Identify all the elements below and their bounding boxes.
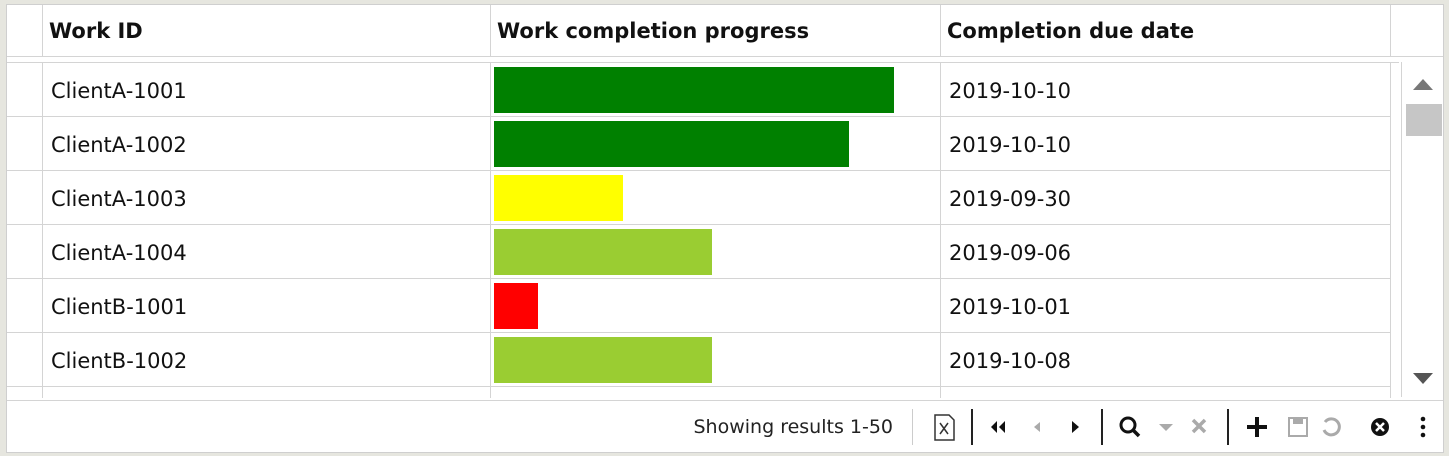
due-date-cell: 2019-10-01 bbox=[941, 279, 1391, 333]
prev-page[interactable] bbox=[1034, 422, 1040, 432]
export-excel[interactable] bbox=[934, 414, 955, 441]
search[interactable] bbox=[1119, 416, 1141, 438]
column-header: Completion due date bbox=[941, 5, 1391, 57]
progress-bar bbox=[494, 121, 850, 167]
due-date-cell: 2019-09-30 bbox=[941, 171, 1391, 225]
first-page[interactable] bbox=[991, 421, 1005, 433]
row-selector bbox=[7, 279, 43, 333]
scroll-up[interactable] bbox=[1413, 79, 1433, 90]
work-id-cell: ClientB-1002 bbox=[43, 333, 491, 387]
grid-footer: Showing results 1-50 bbox=[7, 400, 1443, 452]
scroll-down[interactable] bbox=[1413, 373, 1433, 384]
column-header: Work ID bbox=[43, 5, 491, 57]
grid-body: ClientA-1001 2019-10-10 ClientA-1002 2019-1… bbox=[7, 62, 1399, 398]
select-header bbox=[7, 5, 43, 57]
undo[interactable] bbox=[1322, 417, 1341, 437]
search-options[interactable] bbox=[1159, 424, 1173, 431]
due-date-cell: 2019-10-10 bbox=[941, 117, 1391, 171]
clear-search[interactable] bbox=[1191, 418, 1207, 434]
scrollbar-graphic bbox=[1406, 79, 1442, 384]
progress-cell bbox=[491, 171, 941, 225]
progress-cell bbox=[491, 117, 941, 171]
progress-cell bbox=[491, 63, 941, 117]
work-id-cell: ClientA-1002 bbox=[43, 117, 491, 171]
progress-cell bbox=[491, 225, 941, 279]
partial-cell bbox=[491, 387, 941, 398]
more-menu[interactable] bbox=[1420, 416, 1426, 438]
row-selector bbox=[7, 387, 43, 398]
scrollbar[interactable] bbox=[1401, 62, 1443, 397]
row-selector bbox=[7, 63, 43, 117]
add-row[interactable] bbox=[1247, 417, 1267, 437]
row-selector bbox=[7, 171, 43, 225]
save[interactable] bbox=[1288, 417, 1308, 437]
progress-bar bbox=[494, 229, 712, 275]
row-selector bbox=[7, 225, 43, 279]
work-id-cell: ClientA-1003 bbox=[43, 171, 491, 225]
separator bbox=[1227, 409, 1229, 445]
separator bbox=[1101, 409, 1103, 445]
cancel[interactable] bbox=[1371, 418, 1389, 436]
work-id-cell: ClientB-1001 bbox=[43, 279, 491, 333]
next-page[interactable] bbox=[1072, 421, 1079, 433]
row-selector bbox=[7, 333, 43, 387]
due-date-cell: 2019-09-06 bbox=[941, 225, 1391, 279]
progress-bar bbox=[494, 337, 712, 383]
separator bbox=[971, 409, 973, 445]
row-selector bbox=[7, 117, 43, 171]
progress-bar bbox=[494, 283, 539, 329]
data-grid: Work ID Work completion progress Completio… bbox=[6, 4, 1444, 453]
work-id-cell: ClientA-1001 bbox=[43, 63, 491, 117]
work-id-cell: ClientA-1004 bbox=[43, 225, 491, 279]
toolbar bbox=[934, 409, 1426, 445]
progress-bar bbox=[494, 175, 623, 221]
due-date-cell: 2019-10-10 bbox=[941, 63, 1391, 117]
progress-cell bbox=[491, 279, 941, 333]
partial-cell bbox=[941, 387, 1391, 398]
scroll-thumb[interactable] bbox=[1406, 104, 1442, 136]
separator bbox=[912, 409, 913, 445]
column-header: Work completion progress bbox=[491, 5, 941, 57]
partial-cell bbox=[43, 387, 491, 398]
progress-bar bbox=[494, 67, 894, 113]
spare-header bbox=[1391, 5, 1443, 57]
progress-cell bbox=[491, 333, 941, 387]
status-text: Showing results 1-50 bbox=[693, 416, 894, 438]
due-date-cell: 2019-10-08 bbox=[941, 333, 1391, 387]
